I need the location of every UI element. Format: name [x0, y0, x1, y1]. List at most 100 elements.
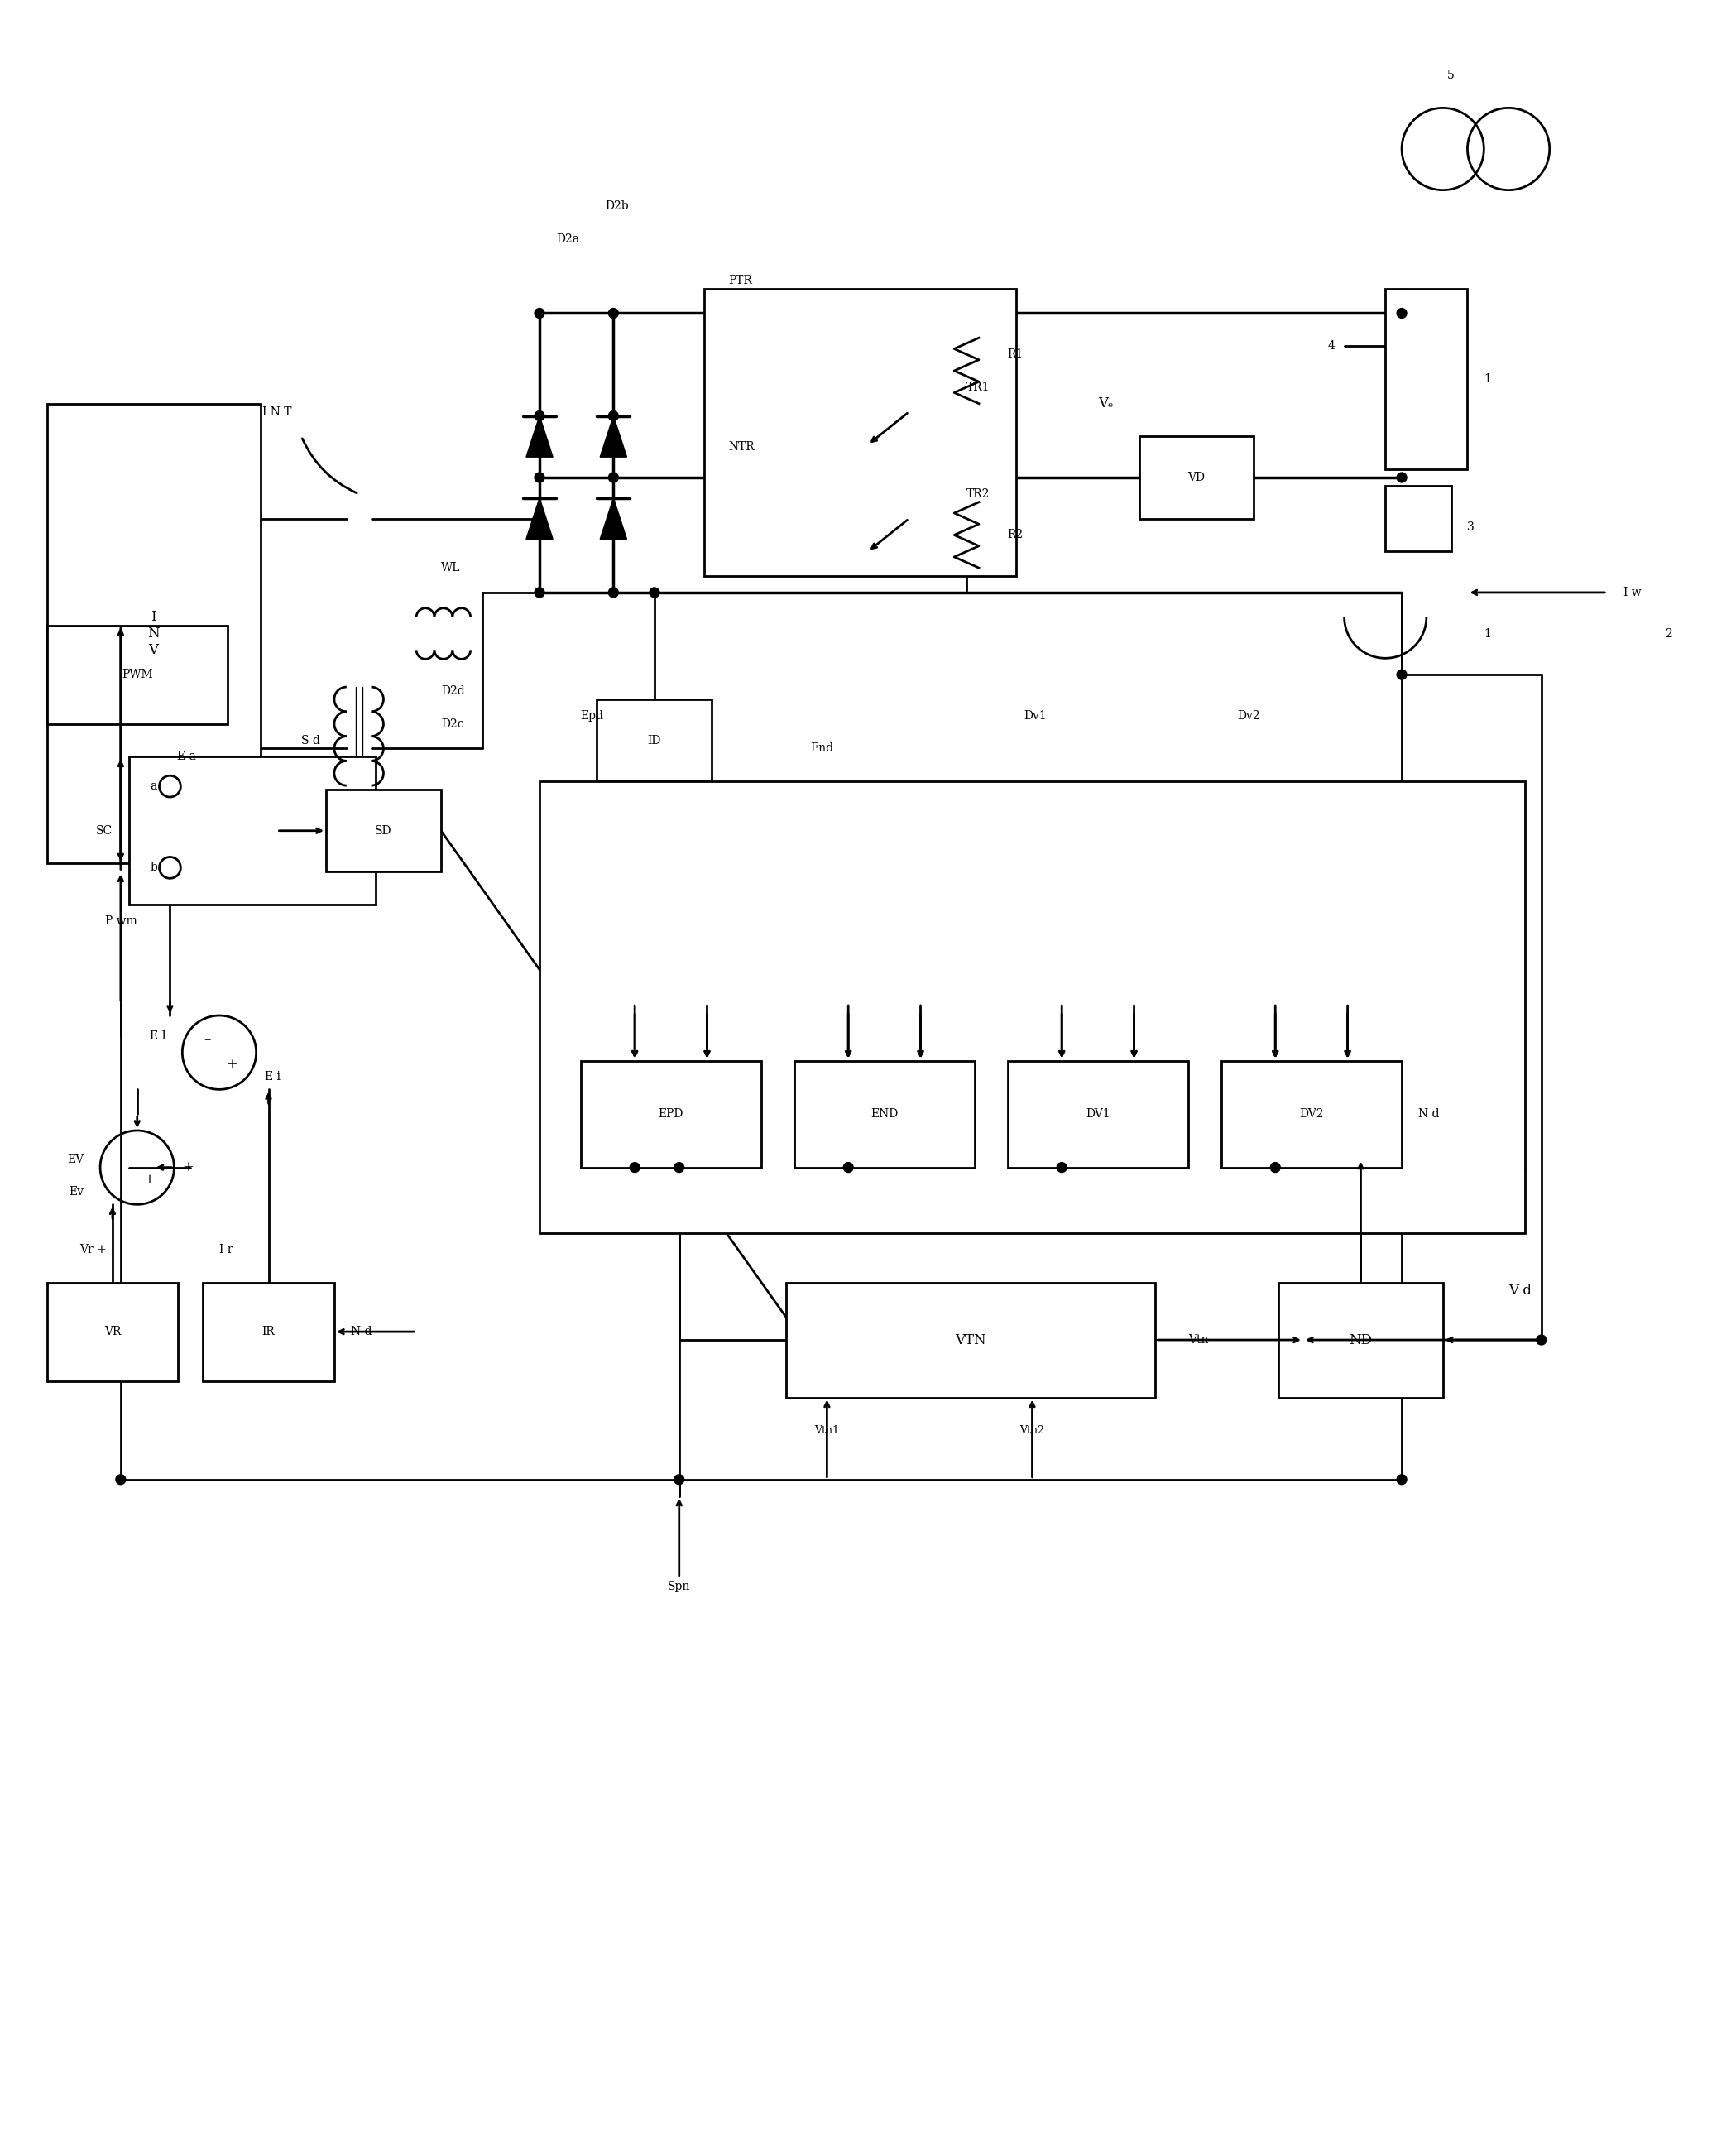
Circle shape	[609, 412, 618, 421]
Circle shape	[535, 588, 545, 597]
Bar	[47, 624, 227, 723]
Text: Vₑ: Vₑ	[1097, 397, 1113, 410]
Text: –: –	[203, 1032, 210, 1047]
Bar	[786, 1283, 1156, 1397]
Circle shape	[1397, 1474, 1406, 1485]
Text: VTN: VTN	[955, 1333, 986, 1348]
Text: b: b	[149, 863, 158, 873]
Text: I r: I r	[219, 1245, 233, 1255]
Circle shape	[535, 412, 545, 421]
Circle shape	[844, 1163, 852, 1172]
Text: End: End	[811, 743, 833, 755]
Circle shape	[1536, 1335, 1547, 1346]
Text: E a: E a	[177, 751, 196, 762]
Text: 1: 1	[1484, 373, 1491, 384]
Text: I N T: I N T	[262, 406, 292, 418]
Text: VR: VR	[104, 1326, 122, 1337]
Polygon shape	[526, 498, 552, 539]
Text: D2a: D2a	[556, 234, 580, 245]
Bar	[540, 781, 1524, 1234]
Text: IR: IR	[262, 1326, 274, 1337]
Text: Epd: Epd	[580, 710, 604, 721]
Text: N d: N d	[1418, 1107, 1439, 1120]
Circle shape	[1397, 670, 1406, 680]
Polygon shape	[601, 416, 627, 457]
Text: Vtn2: Vtn2	[1019, 1425, 1045, 1436]
Text: TR2: TR2	[967, 487, 990, 500]
Text: S d: S d	[302, 734, 321, 747]
Circle shape	[609, 309, 618, 318]
Bar	[793, 1060, 974, 1167]
Circle shape	[535, 472, 545, 483]
Bar	[326, 790, 441, 871]
Text: Dv1: Dv1	[1024, 710, 1047, 721]
Bar	[47, 1283, 179, 1382]
Text: D2b: D2b	[606, 202, 628, 212]
Text: TR1: TR1	[967, 382, 990, 393]
Text: NTR: NTR	[729, 440, 755, 453]
Bar	[203, 1283, 335, 1382]
Circle shape	[1057, 1163, 1066, 1172]
Text: E I: E I	[149, 1030, 167, 1041]
Text: R1: R1	[1007, 348, 1024, 361]
Text: DV1: DV1	[1085, 1107, 1111, 1120]
Circle shape	[116, 1474, 125, 1485]
Circle shape	[1271, 1163, 1279, 1172]
Circle shape	[674, 1163, 684, 1172]
Text: P wm: P wm	[104, 914, 137, 927]
Text: N d: N d	[351, 1326, 372, 1337]
Circle shape	[674, 1474, 684, 1485]
Bar	[1279, 1283, 1443, 1397]
Circle shape	[1397, 309, 1406, 318]
Text: 1: 1	[1484, 629, 1491, 640]
Text: ID: ID	[648, 734, 661, 747]
Bar	[703, 288, 1016, 575]
Text: D2c: D2c	[441, 719, 464, 730]
Text: D2d: D2d	[441, 685, 465, 697]
Text: 4: 4	[1328, 341, 1335, 352]
Text: VD: VD	[1187, 472, 1205, 483]
Bar	[597, 700, 712, 781]
Text: PWM: PWM	[122, 670, 153, 680]
Text: EV: EV	[68, 1152, 83, 1165]
Text: WL: WL	[441, 562, 460, 573]
Bar	[128, 758, 375, 906]
Text: Vr +: Vr +	[80, 1245, 106, 1255]
Text: END: END	[871, 1107, 898, 1120]
Text: 5: 5	[1448, 69, 1455, 82]
Bar	[580, 1060, 762, 1167]
Circle shape	[535, 309, 545, 318]
Text: Ev: Ev	[69, 1187, 83, 1197]
Text: Vtn1: Vtn1	[814, 1425, 838, 1436]
Text: I w: I w	[1623, 586, 1642, 599]
Bar	[47, 403, 260, 863]
Polygon shape	[601, 498, 627, 539]
Text: +: +	[144, 1172, 155, 1187]
Text: R2: R2	[1007, 530, 1024, 541]
Text: E i: E i	[264, 1071, 279, 1084]
Text: +: +	[226, 1058, 238, 1071]
Text: a: a	[149, 781, 156, 792]
Text: ND: ND	[1349, 1333, 1371, 1348]
Text: –: –	[118, 1148, 125, 1163]
Text: V d: V d	[1509, 1283, 1531, 1298]
Text: PTR: PTR	[729, 275, 752, 285]
Circle shape	[630, 1163, 639, 1172]
Text: Vtn: Vtn	[1187, 1335, 1208, 1346]
Text: EPD: EPD	[658, 1107, 684, 1120]
Text: SD: SD	[375, 824, 392, 837]
Circle shape	[609, 588, 618, 597]
Bar	[1007, 1060, 1187, 1167]
Bar	[1139, 436, 1253, 519]
Circle shape	[609, 472, 618, 483]
Text: SC: SC	[95, 824, 113, 837]
Text: +: +	[182, 1161, 194, 1174]
Bar	[1220, 1060, 1401, 1167]
Text: 3: 3	[1467, 521, 1474, 532]
Bar	[1385, 288, 1467, 470]
Text: 2: 2	[1665, 629, 1672, 640]
Bar	[1385, 485, 1451, 552]
Text: Spn: Spn	[668, 1582, 691, 1592]
Polygon shape	[526, 416, 552, 457]
Text: Dv2: Dv2	[1238, 710, 1260, 721]
